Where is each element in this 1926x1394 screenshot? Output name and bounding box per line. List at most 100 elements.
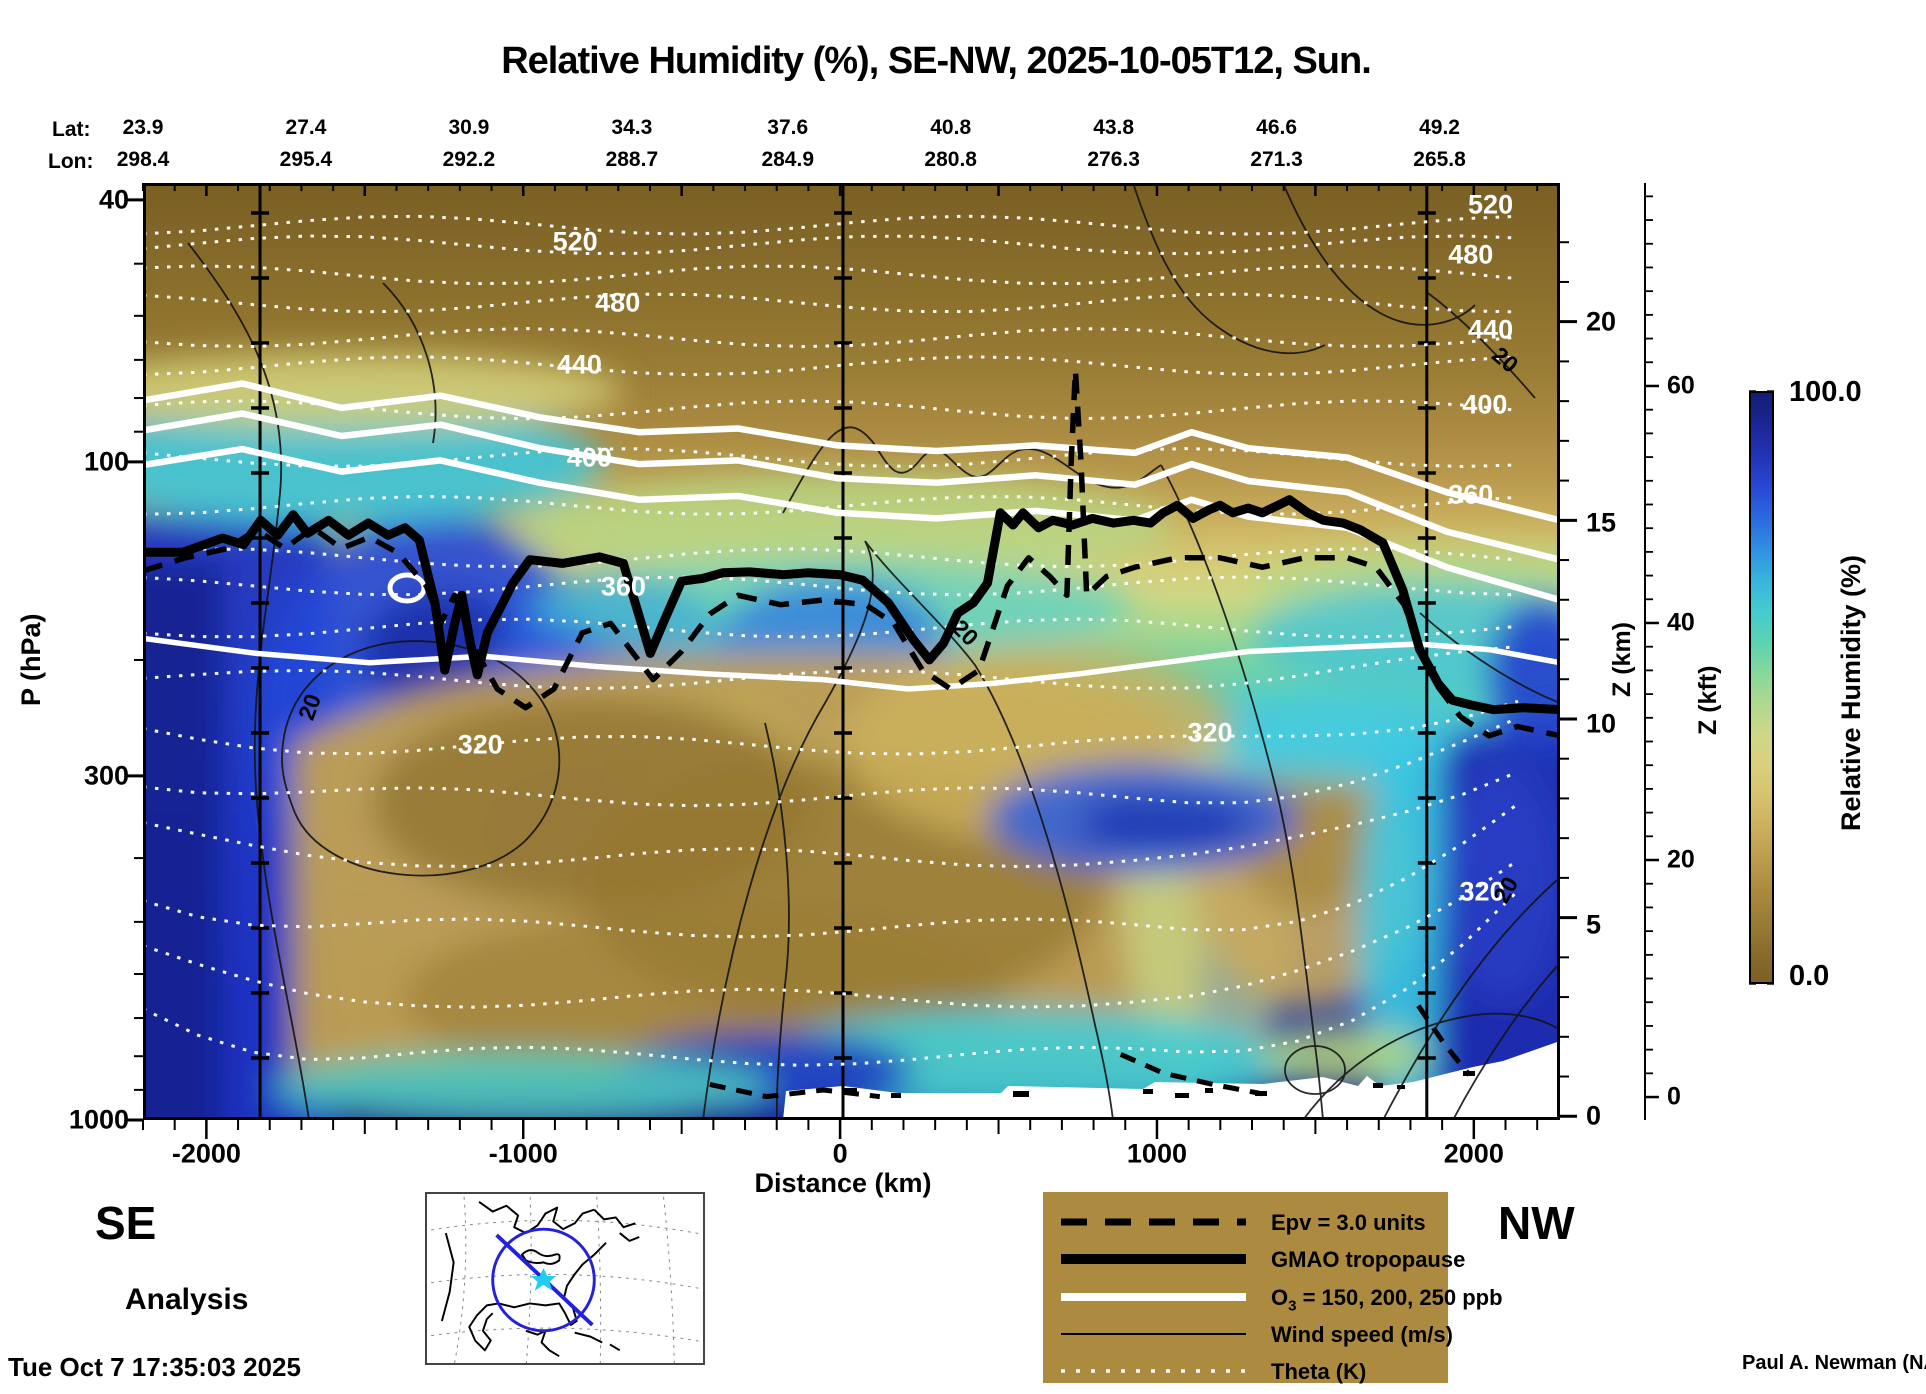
map-center-star-icon: [530, 1268, 557, 1291]
distance-tick-label: 2000: [1443, 1138, 1504, 1169]
legend-label: Wind speed (m/s): [1271, 1322, 1453, 1347]
colorbar-max-label: 100.0: [1789, 376, 1862, 408]
lat-value: 49.2: [1419, 116, 1460, 139]
legend-row-tropopause: GMAO tropopause: [1061, 1247, 1465, 1272]
page-title: Relative Humidity (%), SE-NW, 2025-10-05…: [501, 40, 1372, 82]
lat-value: 46.6: [1256, 116, 1298, 139]
zkft-axis-title: Z (kft): [1694, 665, 1722, 735]
ozone-contour: [143, 445, 1560, 604]
theta-contour: [143, 234, 1519, 256]
lat-value: 40.8: [930, 116, 972, 139]
theta-contour: [143, 494, 1519, 516]
distance-tick-label: -2000: [171, 1138, 241, 1169]
theta-contour: [143, 327, 1519, 349]
theta-contour: [143, 859, 1519, 1009]
zkm-tick-label: 0: [1586, 1100, 1602, 1131]
pressure-axis-title: P (hPa): [16, 613, 46, 707]
legend-label: GMAO tropopause: [1271, 1247, 1466, 1272]
epv-contour: [143, 367, 1560, 739]
map-drawing: [423, 1189, 707, 1368]
legend-row-wind: Wind speed (m/s): [1061, 1322, 1453, 1347]
lon-row-label: Lon:: [48, 150, 94, 173]
theta-contour: [143, 575, 1519, 597]
lat-row-label: Lat:: [52, 118, 91, 141]
white-line-sample: [1061, 1293, 1246, 1301]
zkm-tick-label: 5: [1586, 909, 1602, 940]
lat-value: 27.4: [285, 116, 327, 139]
corner-label-nw: NW: [1498, 1197, 1575, 1249]
lat-value: 34.3: [611, 116, 653, 139]
humidity-field: [143, 183, 1560, 1120]
zkft-tick-label: 0: [1667, 1082, 1681, 1111]
theta-contour: [143, 355, 1519, 377]
theta-contour: [143, 214, 1519, 236]
lat-value: 30.9: [448, 116, 490, 139]
ozone-closed-contour: [387, 572, 427, 604]
pressure-tick-label: 300: [83, 760, 129, 791]
lat-value: 37.6: [767, 116, 809, 139]
legend-label: O3 = 150, 200, 250 ppb: [1271, 1285, 1503, 1315]
tropopause-line: [143, 495, 1560, 715]
generated-contours: [143, 183, 1560, 1120]
cross-section-plot: [143, 183, 1560, 1120]
distance-tick-label: 0: [832, 1138, 848, 1169]
pressure-tick-label: 40: [98, 184, 129, 215]
zkft-tick-label: 20: [1667, 845, 1695, 874]
lat-value: 23.9: [122, 116, 164, 139]
zkm-tick-label: 15: [1586, 507, 1617, 538]
theta-contour: [143, 399, 1519, 421]
zkft-tick-label: 40: [1667, 608, 1695, 637]
attribution: Paul A. Newman (NASA: [1742, 1352, 1926, 1374]
colorbar-title: Relative Humidity (%): [1836, 554, 1866, 832]
lon-value: 284.9: [761, 148, 815, 171]
plot-frame: [143, 183, 1560, 1120]
colorbar: [1749, 391, 1774, 984]
zkft-tick-label: 60: [1667, 371, 1695, 400]
timestamp: Tue Oct 7 17:35:03 2025: [8, 1352, 301, 1382]
dashed-line-sample: [1061, 1218, 1246, 1226]
legend-row-theta: Theta (K): [1061, 1359, 1441, 1384]
lat-value: 43.8: [1093, 116, 1135, 139]
map-coastlines: [440, 1201, 640, 1357]
ozone-contour: [143, 635, 1560, 692]
legend-row-ozone: O3 = 150, 200, 250 ppb: [1061, 1285, 1503, 1314]
lon-value: 298.4: [116, 148, 170, 171]
legend-row-epv: Epv = 3.0 units: [1061, 1210, 1441, 1235]
theta-contour: [143, 264, 1519, 286]
lon-value: 265.8: [1413, 148, 1466, 171]
zkm-axis-title: Z (km): [1608, 622, 1636, 698]
lon-value: 292.2: [442, 148, 496, 171]
corner-label-se: SE: [95, 1197, 157, 1249]
thin-line-sample: [1061, 1333, 1246, 1335]
lon-value: 288.7: [605, 148, 659, 171]
lon-value: 271.3: [1250, 148, 1303, 171]
surface-cutout: [783, 1041, 1560, 1120]
distance-axis-title: Distance (km): [754, 1168, 932, 1198]
epv-contour-fragment: [1119, 1052, 1263, 1097]
theta-contour: [143, 716, 1519, 808]
ozone-contour: [143, 410, 1560, 563]
theta-contour: [143, 770, 1519, 869]
theta-contour: [143, 645, 1519, 691]
distance-tick-label: -1000: [488, 1138, 558, 1169]
legend-label: Epv = 3.0 units: [1271, 1210, 1426, 1235]
theta-contour: [143, 617, 1519, 639]
theta-contour: [143, 292, 1519, 314]
legend: Epv = 3.0 units GMAO tropopause O3 = 150…: [1043, 1192, 1503, 1384]
lon-value: 276.3: [1087, 148, 1140, 171]
map-range-circle: [491, 1227, 596, 1333]
ozone-contour: [143, 380, 1560, 524]
legend-label: Theta (K): [1271, 1359, 1367, 1384]
lon-value: 280.8: [924, 148, 977, 171]
pressure-tick-label: 1000: [68, 1104, 129, 1135]
epv-contour-fragment: [1416, 1004, 1472, 1077]
distance-tick-label: 1000: [1126, 1138, 1187, 1169]
theta-contour: [143, 547, 1519, 569]
theta-contour: [143, 889, 1520, 1067]
pressure-tick-label: 100: [83, 446, 129, 477]
zkm-tick-label: 20: [1586, 306, 1617, 337]
colorbar-min-label: 0.0: [1789, 960, 1830, 992]
thick-line-sample: [1061, 1254, 1246, 1264]
dotted-line-sample: [1061, 1369, 1246, 1373]
